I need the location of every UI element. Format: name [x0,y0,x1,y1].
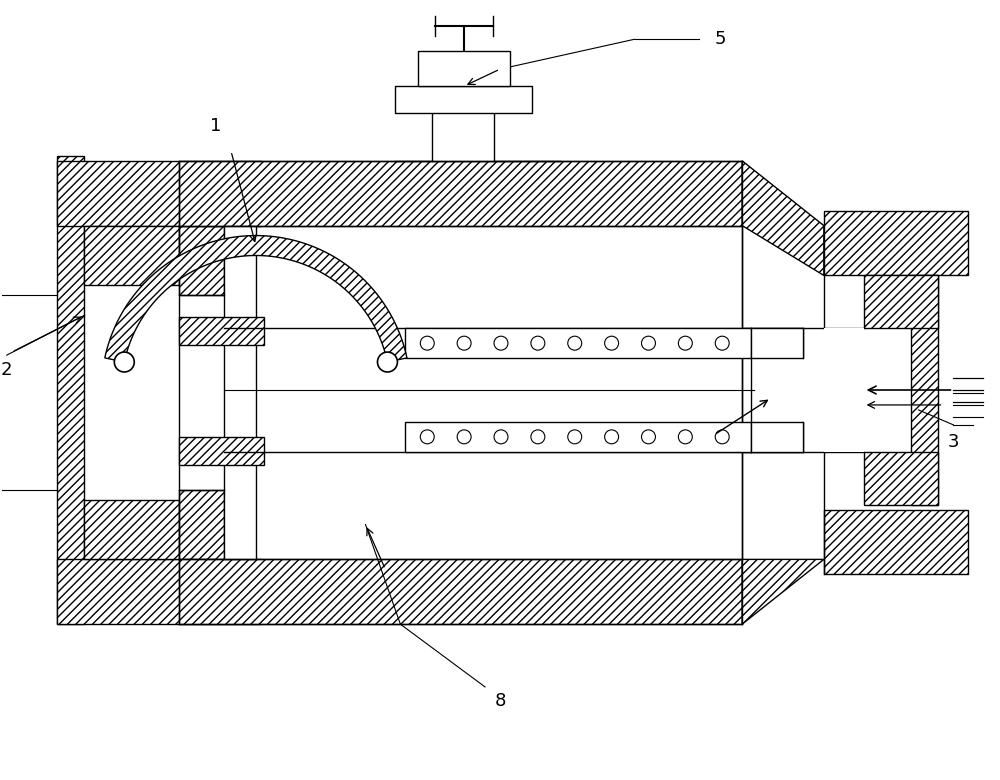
Circle shape [420,430,434,444]
Circle shape [641,430,655,444]
Bar [179,225,224,296]
Polygon shape [742,559,824,624]
Circle shape [605,430,619,444]
Bar [179,490,224,559]
Circle shape [605,336,619,350]
Circle shape [494,336,508,350]
Bar [224,225,256,559]
Text: 3: 3 [948,433,959,451]
Bar [751,328,803,358]
Bar [432,86,494,161]
Circle shape [678,430,692,444]
Circle shape [494,430,508,444]
Circle shape [457,430,471,444]
Bar [864,275,938,328]
Circle shape [420,336,434,350]
Bar [824,509,968,574]
Bar [179,161,742,225]
Bar [864,452,938,505]
Bar [84,225,179,285]
Text: 2: 2 [1,361,13,379]
Bar [256,225,742,559]
Bar [179,317,264,346]
Circle shape [568,336,582,350]
Bar [824,211,968,275]
Bar [751,422,803,452]
Bar [405,328,751,358]
Bar [911,275,938,505]
Circle shape [715,336,729,350]
Circle shape [678,336,692,350]
Circle shape [457,336,471,350]
Bar [84,500,179,559]
Circle shape [531,336,545,350]
Polygon shape [742,161,824,275]
Circle shape [531,430,545,444]
Circle shape [568,430,582,444]
Bar [824,328,864,452]
Text: 8: 8 [495,692,506,710]
Text: 5: 5 [714,30,726,48]
Bar [57,161,261,225]
Bar [57,559,261,624]
Bar [179,559,742,624]
Circle shape [377,352,397,372]
Bar [179,437,264,465]
Bar [395,86,532,113]
Bar [57,156,84,624]
Bar [418,51,510,86]
Circle shape [715,430,729,444]
Circle shape [114,352,134,372]
Circle shape [641,336,655,350]
Bar [405,422,751,452]
Polygon shape [105,236,407,362]
Text: 1: 1 [210,117,222,135]
